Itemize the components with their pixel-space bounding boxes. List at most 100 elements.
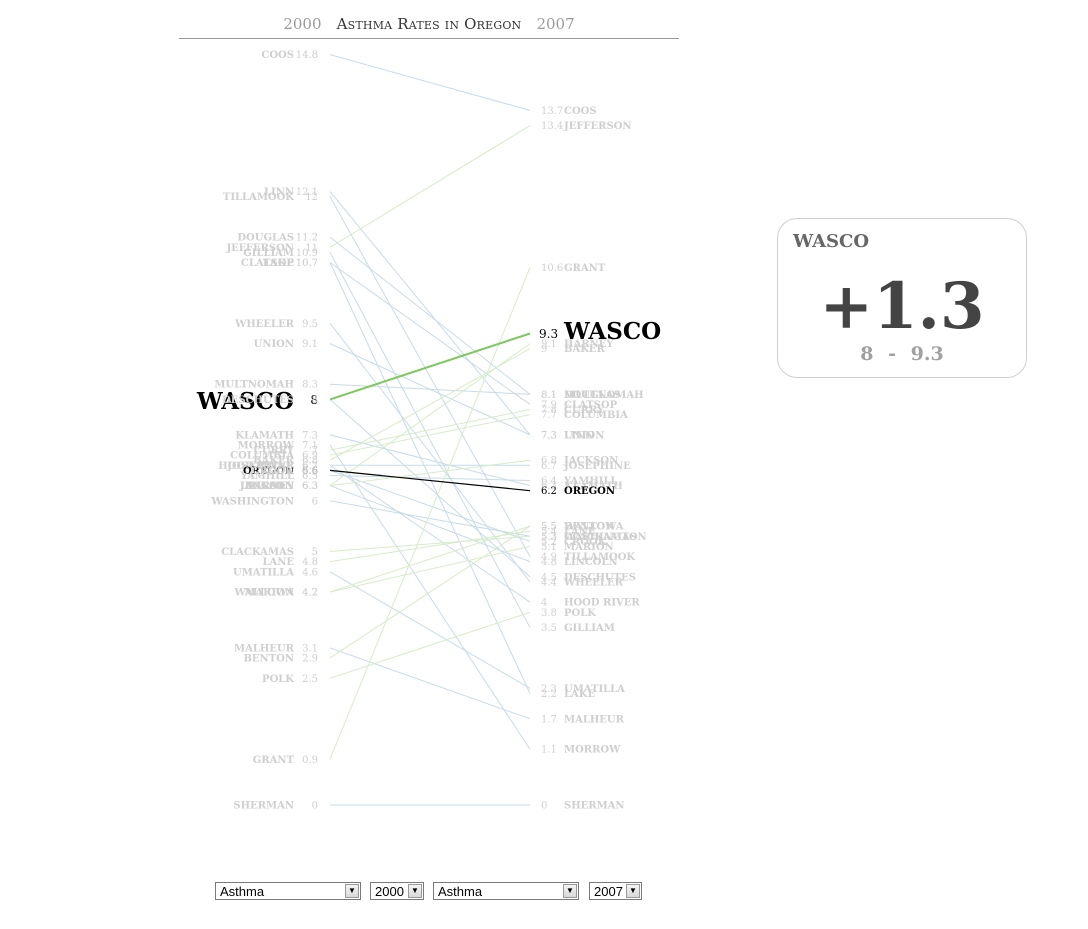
right-value-jefferson: 13.4 (541, 121, 563, 132)
slope-line-lane[interactable] (329, 530, 531, 563)
right-year-select[interactable]: 2007 ▼ (589, 882, 642, 900)
left-value-polk: 2.5 (302, 674, 318, 685)
left-value-grant: 0.9 (302, 755, 318, 766)
right-name-jackson: JACKSON (563, 456, 618, 467)
slope-line-jackson[interactable] (329, 459, 531, 487)
slope-line-multnomah[interactable] (329, 383, 531, 395)
right-name-polk: POLK (564, 608, 596, 619)
slope-line-linn[interactable] (329, 191, 531, 436)
slope-line-benton[interactable] (329, 525, 531, 659)
left-measure-select[interactable]: Asthma ▼ (215, 882, 361, 900)
title-left-year: 2000 (283, 15, 322, 33)
left-name-grant: GRANT (253, 755, 295, 766)
slope-line-marion[interactable] (329, 545, 531, 593)
slope-line-jefferson[interactable] (329, 125, 531, 248)
slope-line-harney[interactable] (329, 343, 531, 486)
right-measure-select[interactable]: Asthma ▼ (433, 882, 579, 900)
card-value-range: 8 - 9.3 (778, 343, 1026, 365)
right-value-baker: 9 (541, 344, 547, 355)
slope-line-gilliam[interactable] (329, 252, 531, 628)
slope-line-wallowa[interactable] (329, 525, 531, 593)
left-value-curry: 7 (312, 446, 318, 457)
left-name-douglas: DOUGLAS (237, 233, 294, 244)
right-name-grant: GRANT (564, 263, 606, 274)
left-value-baker: 6.8 (302, 456, 318, 467)
slope-line-wasco[interactable] (329, 332, 531, 401)
right-value-crook: 5.2 (541, 537, 557, 548)
left-name-morrow: MORROW (238, 441, 295, 452)
left-name-wasco: WASCO (196, 388, 294, 415)
slope-line-coos[interactable] (329, 54, 531, 111)
right-name-lake: LAKE (564, 689, 595, 700)
left-year-value: 2000 (375, 884, 404, 899)
left-name-yamhill: YAMHILL (239, 471, 294, 482)
right-value-polk: 3.8 (541, 608, 557, 619)
left-value-malheur: 3.1 (302, 643, 318, 654)
left-name-linn: LINN (264, 187, 294, 198)
slope-line-clackamas[interactable] (329, 535, 531, 552)
slope-line-umatilla[interactable] (329, 571, 531, 689)
right-value-oregon: 6.2 (541, 486, 557, 497)
slope-lines (329, 54, 531, 806)
right-value-douglas: 8.1 (541, 390, 557, 401)
chevron-down-icon[interactable]: ▼ (408, 884, 422, 898)
right-value-tillamook: 4.9 (541, 552, 557, 563)
right-name-linn: LINN (564, 430, 594, 441)
slope-line-washington[interactable] (329, 500, 531, 537)
left-year-select[interactable]: 2000 ▼ (370, 882, 424, 900)
right-value-linn: 7.3 (541, 430, 557, 441)
left-value-yamhill: 6.5 (302, 471, 318, 482)
right-value-deschutes: 4.5 (541, 572, 557, 583)
right-name-columbia: COLUMBIA (564, 410, 628, 421)
left-name-curry: CURRY (254, 446, 295, 457)
slope-line-crook[interactable] (329, 469, 531, 542)
right-value-curry: 7.8 (541, 405, 557, 416)
right-name-gilliam: GILLIAM (564, 623, 615, 634)
right-name-oregon: OREGON (564, 486, 615, 497)
left-name-jefferson: JEFFERSON (225, 243, 294, 254)
slope-line-malheur[interactable] (329, 647, 531, 720)
slope-line-clatsop[interactable] (329, 262, 531, 405)
chevron-down-icon[interactable]: ▼ (626, 884, 640, 898)
slope-line-columbia[interactable] (329, 414, 531, 456)
slope-line-curry[interactable] (329, 409, 531, 451)
right-value-umatilla: 2.3 (541, 684, 557, 695)
left-value-lincoln: 6.3 (302, 481, 318, 492)
right-value-wasco: 9.3 (539, 327, 558, 341)
slope-line-polk[interactable] (329, 611, 531, 679)
right-value-klamath: 6.3 (541, 481, 557, 492)
right-name-jefferson: JEFFERSON (563, 121, 632, 132)
left-name-marion: MARION (244, 588, 294, 599)
left-value-jefferson: 11 (305, 243, 318, 254)
right-name-baker: BAKER (564, 344, 606, 355)
slope-line-lincoln[interactable] (329, 485, 531, 563)
left-name-klamath: KLAMATH (235, 430, 294, 441)
left-value-clackamas: 5 (312, 547, 318, 558)
slope-line-morrow[interactable] (329, 444, 531, 750)
slope-line-grant[interactable] (329, 267, 531, 760)
left-name-lake: LAKE (263, 258, 294, 269)
right-name-morrow: MORROW (564, 745, 621, 756)
slope-line-tillamook[interactable] (329, 196, 531, 557)
slope-line-douglas[interactable] (329, 236, 531, 395)
chevron-down-icon[interactable]: ▼ (563, 884, 577, 898)
title-right-year: 2007 (536, 15, 575, 33)
card-range-dash: - (888, 343, 897, 365)
right-name-hood-river: HOOD RIVER (564, 598, 640, 609)
card-left-value: 8 (860, 343, 874, 365)
right-value-wheeler: 4.4 (541, 577, 557, 588)
right-value-clackamas: 5.3 (541, 532, 557, 543)
slope-line-wheeler[interactable] (329, 323, 531, 583)
left-measure-value: Asthma (220, 884, 265, 899)
slope-line-oregon[interactable] (329, 469, 531, 492)
slope-line-hood-river[interactable] (329, 464, 531, 603)
right-value-jackson: 6.8 (541, 456, 557, 467)
left-name-baker: BAKER (253, 456, 295, 467)
left-value-umatilla: 4.6 (302, 567, 318, 578)
chevron-down-icon[interactable]: ▼ (345, 884, 359, 898)
left-value-jackson: 6.3 (302, 481, 318, 492)
slope-line-deschutes[interactable] (329, 399, 531, 578)
slope-line-yamhill[interactable] (329, 474, 531, 482)
